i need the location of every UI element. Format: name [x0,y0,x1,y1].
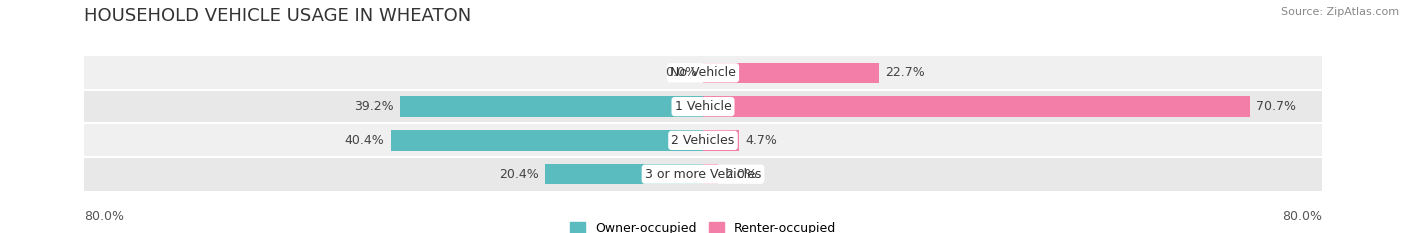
Text: 80.0%: 80.0% [84,210,124,223]
Text: 4.7%: 4.7% [745,134,778,147]
Bar [84,157,1322,191]
Text: 22.7%: 22.7% [884,66,925,79]
Text: 70.7%: 70.7% [1256,100,1296,113]
Text: 2.0%: 2.0% [724,168,756,181]
Bar [703,63,879,83]
Legend: Owner-occupied, Renter-occupied: Owner-occupied, Renter-occupied [569,222,837,233]
Bar [84,90,1322,123]
Bar [703,164,718,184]
Bar [84,56,1322,90]
Bar [391,130,703,151]
Text: 3 or more Vehicles: 3 or more Vehicles [645,168,761,181]
Bar [84,123,1322,157]
Text: 39.2%: 39.2% [354,100,394,113]
Text: No Vehicle: No Vehicle [671,66,735,79]
Text: 20.4%: 20.4% [499,168,538,181]
Bar [546,164,703,184]
Bar [703,96,1250,117]
Text: 2 Vehicles: 2 Vehicles [672,134,734,147]
Text: 40.4%: 40.4% [344,134,384,147]
Text: HOUSEHOLD VEHICLE USAGE IN WHEATON: HOUSEHOLD VEHICLE USAGE IN WHEATON [84,7,471,25]
Bar [703,130,740,151]
Text: Source: ZipAtlas.com: Source: ZipAtlas.com [1281,7,1399,17]
Bar [399,96,703,117]
Text: 0.0%: 0.0% [665,66,697,79]
Text: 1 Vehicle: 1 Vehicle [675,100,731,113]
Text: 80.0%: 80.0% [1282,210,1322,223]
